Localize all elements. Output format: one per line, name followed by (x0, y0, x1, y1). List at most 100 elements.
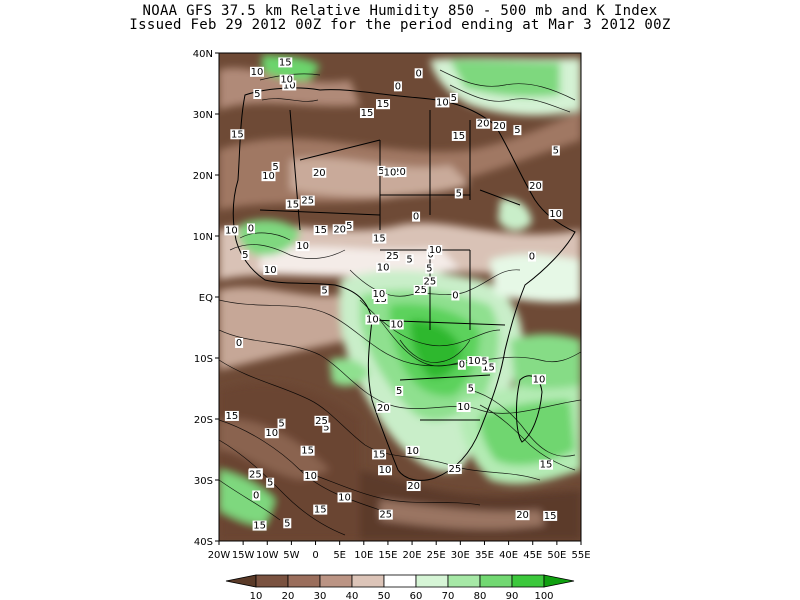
colorbar: 10 20 30 40 50 60 70 80 90 100 (225, 574, 575, 600)
contour-label-bg (252, 490, 261, 501)
colorbar-tick-label: 50 (378, 591, 391, 600)
lat-label: 20N (193, 171, 213, 182)
contour-label: 5 (396, 386, 402, 397)
contour-label-bg (447, 463, 462, 474)
contour-label-bg (513, 125, 522, 136)
contour-label-bg (246, 223, 255, 234)
contour-label: 10 (225, 225, 238, 236)
lat-label: 30S (194, 476, 213, 487)
contour-label-bg (515, 510, 530, 521)
contour-label: 5 (346, 221, 352, 232)
contour-label: 10 (429, 245, 442, 256)
contour-label: 5 (321, 286, 327, 297)
lon-label: 15E (378, 550, 397, 561)
contour-label: 25 (379, 510, 392, 521)
contour-label-bg (322, 422, 331, 433)
contour-label: 5 (514, 125, 520, 136)
contour-label: 25 (414, 285, 427, 296)
contour-label: 15 (361, 108, 374, 119)
contour-label: 25 (249, 469, 262, 480)
contour-label: 5 (553, 146, 559, 157)
contour-label-bg (466, 383, 475, 394)
contour-label: 0 (529, 252, 535, 263)
contour-label-bg (261, 171, 276, 182)
contour-label: 15 (540, 460, 553, 471)
contour-label-bg (230, 129, 245, 140)
contour-label: 0 (253, 490, 259, 501)
contour-label-bg (376, 99, 391, 110)
contour-label: 15 (544, 511, 557, 522)
contour-label: 15 (377, 99, 390, 110)
contour-label-bg (543, 510, 558, 521)
contour-label: 0 (236, 338, 242, 349)
contour-label-bg (376, 262, 391, 273)
colorbar-segment (383, 574, 417, 588)
contour-label-bg (456, 402, 471, 413)
contour-label: 10 (436, 97, 449, 108)
contour-label: 10 (251, 67, 264, 78)
contour-label-bg (392, 167, 407, 178)
contour-label-bg (422, 276, 437, 287)
contour-label: 20 (393, 167, 406, 178)
contour-label-bg (492, 120, 507, 131)
lon-label: 10W (256, 550, 279, 561)
contour-label-bg (277, 418, 286, 429)
contour-label-bg (337, 492, 352, 503)
contour-label-bg (480, 356, 489, 367)
colorbar-segment (415, 574, 449, 588)
contour-label-bg (531, 374, 546, 385)
contour-label: 20 (407, 481, 420, 492)
contour-label-bg (271, 161, 280, 172)
contour-label: 10 (280, 75, 293, 86)
contour-label-bg (314, 415, 329, 426)
lon-label: 5E (333, 550, 346, 561)
contour-label-bg (406, 481, 421, 492)
contour-label-bg (428, 245, 443, 256)
lon-label: 20E (403, 550, 422, 561)
contour-label: 10 (377, 263, 390, 274)
contour-label: 15 (279, 57, 292, 68)
contour-label: 25 (386, 251, 399, 262)
colorbar-segment (255, 574, 289, 588)
lat-label: EQ (199, 293, 213, 304)
lat-label: 30N (193, 110, 213, 121)
contour-label-bg (528, 180, 543, 191)
colorbar-segment (351, 574, 385, 588)
lat-label: 20S (194, 415, 213, 426)
contour-label: 15 (482, 363, 495, 374)
contour-label-bg (313, 504, 328, 515)
colorbar-segment (543, 574, 575, 588)
contour-label: 20 (529, 181, 542, 192)
lon-label: 45E (523, 550, 542, 561)
contour-label: 5 (426, 263, 432, 274)
contour-label: 15 (373, 449, 386, 460)
contour-label: 5 (242, 250, 248, 261)
contour-label-bg (303, 470, 318, 481)
lon-label: 35E (475, 550, 494, 561)
contour-label-bg (413, 285, 428, 296)
contour-label-bg (425, 263, 434, 274)
contour-label-bg (551, 145, 560, 156)
contour-label-bg (345, 220, 354, 231)
contour-label-bg (235, 337, 244, 348)
colorbar-tick-label: 20 (282, 591, 295, 600)
colorbar-tick-label: 60 (410, 591, 423, 600)
map-title-line1: NOAA GFS 37.5 km Relative Humidity 850 -… (142, 3, 658, 19)
contour-label-bg (451, 290, 460, 301)
latitude-axis: 40N 30N 20N 10N EQ 10S 20S 30S 40S (193, 49, 219, 548)
contour-label-bg (405, 254, 414, 265)
contour-label-bg (320, 285, 329, 296)
contour-label-bg (527, 251, 536, 262)
colorbar-tick-label: 100 (534, 591, 553, 600)
contour-label-bg (253, 89, 262, 100)
contour-label: 5 (456, 188, 462, 199)
contour-label: 20 (516, 510, 529, 521)
contour-label: 15 (374, 294, 387, 305)
contour-label: 10 (283, 80, 296, 91)
contour-label: 10 (264, 265, 277, 276)
colorbar-segment (511, 574, 545, 588)
lon-label: 5W (283, 550, 299, 561)
contour-label-bg (372, 449, 387, 460)
contour-label-bg (405, 445, 420, 456)
contour-label: 20 (377, 403, 390, 414)
